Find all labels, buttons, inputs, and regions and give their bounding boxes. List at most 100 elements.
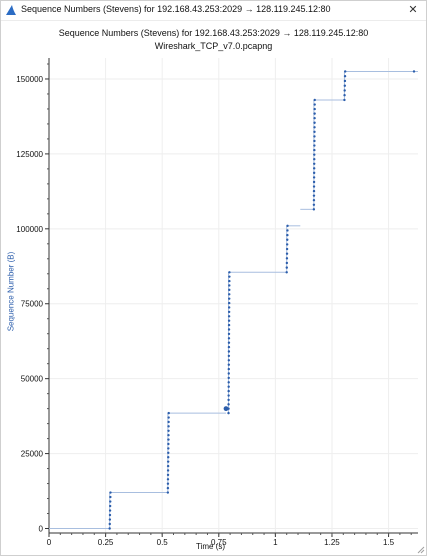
- segment-point: [313, 135, 316, 138]
- segment-point: [285, 252, 289, 255]
- x-tick-label: 0: [47, 538, 52, 547]
- segment-point: [343, 79, 347, 83]
- segment-point: [108, 509, 112, 512]
- segment-point: [313, 139, 316, 143]
- segment-point: [228, 293, 231, 296]
- segment-point: [312, 167, 316, 170]
- segment-point: [313, 148, 316, 152]
- segment-point: [312, 208, 316, 211]
- segment-point: [228, 271, 231, 274]
- x-axis-label: Time (s): [196, 542, 226, 551]
- segment-point: [227, 363, 231, 366]
- y-tick-label: 75000: [21, 300, 44, 309]
- segment-point: [227, 359, 231, 362]
- segment-point: [312, 185, 316, 188]
- y-axis-label: Sequence Number (B): [6, 251, 16, 332]
- segment-point: [313, 98, 316, 102]
- segment-point: [227, 337, 231, 340]
- segment-point: [167, 433, 170, 437]
- segment-point: [227, 372, 230, 375]
- close-button[interactable]: ✕: [408, 4, 418, 16]
- segment-point: [227, 381, 230, 384]
- segment-point: [227, 389, 230, 393]
- x-tick-label: 0.5: [157, 538, 169, 547]
- segment-point: [343, 98, 346, 102]
- segment-point: [166, 469, 170, 472]
- y-tick-label: 100000: [16, 225, 43, 234]
- segment-point: [343, 75, 347, 78]
- plot-subtitle: Wireshark_TCP_v7.0.pcapng: [154, 41, 273, 51]
- segment-point: [343, 94, 346, 97]
- x-tick-label: 0.25: [98, 538, 114, 547]
- segment-point: [228, 301, 231, 305]
- segment-point: [312, 199, 316, 202]
- segment-point: [344, 70, 347, 73]
- segment-point: [313, 121, 316, 124]
- y-tick-label: 0: [39, 525, 44, 534]
- segment-point: [108, 513, 112, 517]
- segment-point: [166, 473, 170, 477]
- segment-point: [312, 194, 316, 197]
- segment-point: [167, 447, 170, 450]
- segment-point: [227, 398, 230, 402]
- segment-point: [167, 456, 170, 459]
- segment-point: [167, 438, 170, 441]
- segment-point: [343, 89, 346, 92]
- segment-point: [228, 288, 231, 292]
- segment-point: [285, 247, 289, 251]
- resize-grip-icon[interactable]: [415, 544, 425, 554]
- segment-point: [167, 442, 170, 446]
- segment-point: [227, 323, 231, 327]
- segment-point: [227, 332, 231, 336]
- y-tick-label: 150000: [16, 75, 43, 84]
- segment-point: [166, 460, 170, 463]
- segment-point: [343, 84, 347, 87]
- segment-point: [227, 385, 230, 388]
- segment-point: [313, 158, 316, 161]
- segment-point: [109, 491, 112, 494]
- plot-title: Sequence Numbers (Stevens) for 192.168.4…: [58, 28, 369, 38]
- segment-point: [166, 478, 170, 481]
- x-tick-label: 1.25: [324, 538, 340, 547]
- segment-point: [227, 411, 230, 415]
- segment-point: [285, 261, 289, 265]
- x-tick-label: 1.5: [383, 538, 395, 547]
- segment-point: [227, 310, 231, 314]
- segment-point: [313, 144, 316, 147]
- segment-point: [285, 266, 288, 269]
- segment-point: [313, 130, 316, 134]
- segment-point: [412, 70, 416, 73]
- highlight-point: [223, 406, 229, 412]
- segment-point: [227, 354, 231, 358]
- segment-point: [313, 162, 316, 165]
- segment-point: [313, 126, 316, 129]
- segment-point: [285, 243, 289, 246]
- segment-point: [227, 306, 231, 309]
- segment-point: [228, 279, 231, 283]
- segment-point: [312, 171, 316, 175]
- segment-point: [109, 500, 112, 503]
- segment-point: [166, 464, 170, 468]
- segment-point: [312, 203, 316, 206]
- segment-point: [227, 341, 231, 344]
- segment-point: [228, 284, 231, 287]
- segment-point: [286, 238, 289, 241]
- segment-point: [167, 411, 170, 415]
- segment-point: [108, 522, 111, 526]
- segment-point: [312, 189, 316, 193]
- x-tick-label: 1: [273, 538, 278, 547]
- segment-point: [167, 451, 170, 455]
- segment-point: [166, 486, 170, 490]
- y-tick-label: 125000: [16, 150, 43, 159]
- segment-point: [166, 491, 170, 494]
- segment-point: [286, 233, 289, 237]
- segment-point: [313, 103, 316, 106]
- x-tick-label: 0.75: [211, 538, 227, 547]
- segment-point: [167, 420, 170, 424]
- segment-point: [167, 425, 170, 428]
- segment-point: [227, 403, 230, 406]
- segment-point: [227, 394, 230, 397]
- title-bar: Sequence Numbers (Stevens) for 192.168.4…: [1, 1, 426, 21]
